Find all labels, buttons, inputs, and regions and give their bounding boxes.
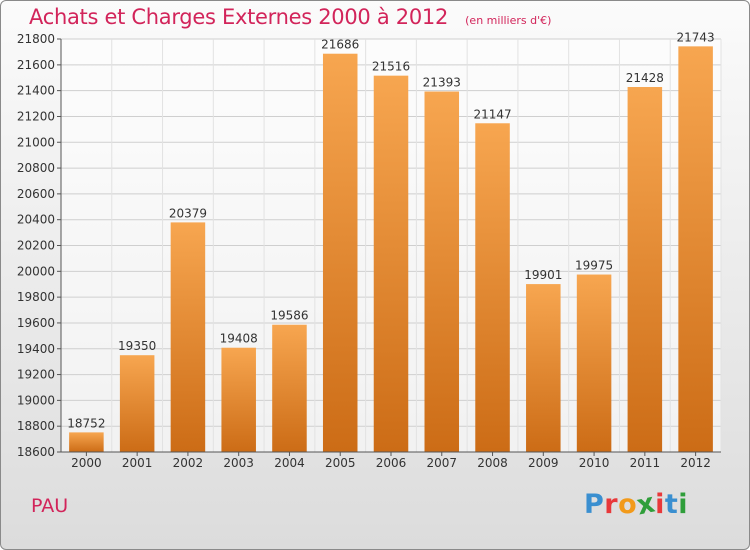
bar-2000 [69, 432, 104, 452]
y-tick-label: 21000 [17, 135, 55, 149]
bar-2012 [678, 46, 713, 452]
logo-letter: t [664, 489, 679, 520]
y-tick-label: 19400 [17, 342, 55, 356]
bar-2011 [627, 87, 663, 452]
y-tick-label: 19200 [17, 368, 55, 382]
data-label: 21428 [626, 71, 664, 85]
y-tick-label: 21400 [17, 84, 55, 98]
bar-2008 [475, 123, 510, 453]
x-tick-label: 2007 [426, 456, 457, 470]
x-tick-label: 2008 [477, 456, 508, 470]
y-tick-label: 21800 [17, 32, 55, 46]
bar-2007 [424, 91, 460, 452]
y-tick-label: 20200 [17, 239, 55, 253]
proxiti-logo: Proxiti [584, 487, 689, 521]
x-tick-label: 2001 [122, 456, 153, 470]
x-tick-label: 2011 [630, 456, 661, 470]
x-tick-label: 2005 [325, 456, 356, 470]
logo-letter: i [655, 489, 665, 520]
bars [69, 46, 713, 453]
data-label: 21147 [473, 107, 511, 121]
place-label: PAU [31, 495, 69, 517]
y-tick-label: 18800 [17, 419, 55, 433]
y-tick-label: 20000 [17, 264, 55, 278]
x-tick-label: 2012 [680, 456, 711, 470]
x-tick-label: 2003 [223, 456, 254, 470]
logo-letter: i [678, 489, 689, 520]
x-tick-label: 2010 [579, 456, 610, 470]
data-label: 21516 [372, 60, 410, 74]
x-tick-label: 2006 [376, 456, 407, 470]
x-tick-label: 2004 [274, 456, 305, 470]
x-tick-label: 2000 [71, 456, 102, 470]
bar-2002 [170, 222, 206, 452]
y-tick-label: 19800 [17, 290, 55, 304]
bar-2010 [576, 274, 612, 452]
labels: 18600 18800 19000 19200 19400 19600 19800 20000… [17, 30, 715, 470]
data-label: 19586 [270, 309, 308, 323]
y-tick-label: 19600 [17, 316, 55, 330]
bar-2003 [221, 347, 256, 452]
chart-subtitle: (en milliers d'€) [465, 14, 552, 27]
axes [57, 38, 721, 456]
y-tick-label: 20800 [17, 161, 55, 175]
chart-title: Achats et Charges Externes 2000 à 2012 [29, 5, 449, 29]
bar-2006 [373, 75, 409, 452]
data-label: 19975 [575, 259, 613, 273]
bar-2009 [526, 284, 561, 452]
logo-letter: r [604, 489, 619, 520]
y-tick-label: 20400 [17, 213, 55, 227]
y-tick-label: 20600 [17, 187, 55, 201]
logo-letter: P [584, 489, 605, 520]
data-label: 18752 [67, 416, 105, 430]
bar-2005 [322, 53, 358, 452]
data-label: 21393 [423, 76, 461, 90]
y-tick-label: 18600 [17, 445, 55, 459]
y-tick-label: 21600 [17, 58, 55, 72]
title-row: Achats et Charges Externes 2000 à 2012 (… [29, 5, 551, 29]
y-tick-label: 19000 [17, 393, 55, 407]
data-label: 21686 [321, 38, 359, 52]
x-tick-label: 2002 [173, 456, 204, 470]
logo-letter: o [618, 489, 638, 520]
data-label: 21743 [677, 30, 715, 44]
bar-2001 [119, 355, 155, 452]
data-label: 19408 [220, 332, 258, 346]
data-label: 19901 [524, 268, 562, 282]
bar-2004 [272, 324, 307, 452]
x-tick-label: 2009 [528, 456, 559, 470]
data-label: 20379 [169, 206, 207, 220]
data-label: 19350 [118, 339, 156, 353]
y-tick-label: 21200 [17, 109, 55, 123]
